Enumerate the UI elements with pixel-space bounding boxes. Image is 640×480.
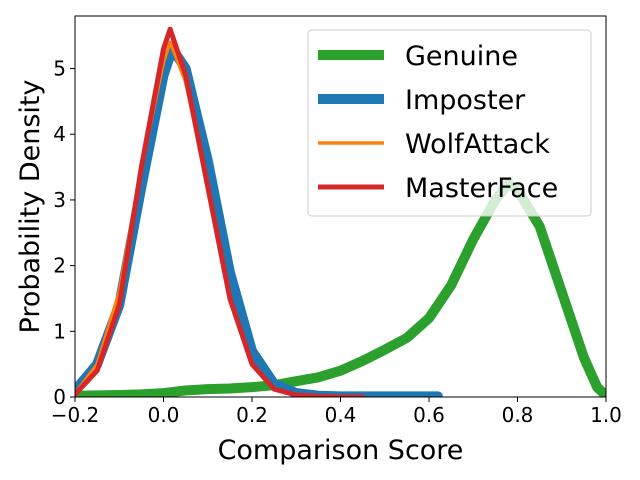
y-tick-label: 2 — [53, 254, 66, 278]
series-wolfattack-line — [75, 40, 343, 397]
legend-label-imposter: Imposter — [405, 85, 526, 116]
y-axis: 0 1 2 3 4 5 — [53, 57, 75, 409]
legend-box — [307, 29, 592, 217]
y-tick-label: 1 — [53, 319, 66, 343]
x-tick-label: 0.4 — [325, 403, 357, 427]
legend-label-genuine: Genuine — [405, 41, 518, 72]
legend-label-masterface: MasterFace — [405, 173, 558, 204]
series-genuine-line — [75, 178, 606, 397]
x-tick-label: 0.2 — [236, 403, 268, 427]
legend: Genuine Imposter WolfAttack MasterFace — [307, 29, 592, 217]
x-tick-label: −0.2 — [51, 403, 100, 427]
y-tick-label: 5 — [53, 57, 66, 81]
x-tick-label: 1.0 — [590, 403, 622, 427]
plot-lines — [75, 26, 606, 397]
x-tick-label: 0.6 — [413, 403, 445, 427]
y-axis-title: Probability Density — [15, 80, 46, 334]
y-tick-label: 4 — [53, 122, 66, 146]
series-imposter-line — [75, 43, 443, 397]
y-tick-label: 0 — [53, 385, 66, 409]
x-axis: −0.2 0.0 0.2 0.4 0.6 0.8 1.0 — [51, 397, 622, 427]
series-masterface-line — [75, 26, 366, 397]
x-tick-label: 0.8 — [502, 403, 534, 427]
x-axis-title: Comparison Score — [218, 435, 464, 466]
legend-label-wolfattack: WolfAttack — [405, 129, 550, 160]
x-tick-label: 0.0 — [148, 403, 180, 427]
y-tick-label: 3 — [53, 188, 66, 212]
